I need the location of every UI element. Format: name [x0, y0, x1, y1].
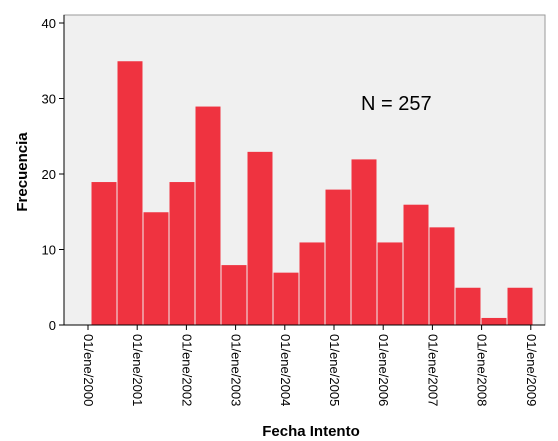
x-tick-label-2: 01/ene/2002	[179, 334, 194, 406]
bar-14	[454, 286, 482, 326]
y-tick-label-4: 40	[42, 16, 56, 31]
x-tick-label-1: 01/ene/2001	[130, 334, 145, 406]
bar-4	[194, 105, 222, 326]
bar-5	[220, 264, 248, 326]
y-axis-label: Frecuencia	[14, 132, 31, 212]
bar-0	[90, 181, 118, 326]
y-tick-label-1: 10	[42, 243, 56, 258]
x-tick-label-6: 01/ene/2006	[376, 334, 391, 406]
bar-8	[298, 241, 326, 326]
bar-15	[480, 316, 508, 326]
x-axis: 01/ene/2000 01/ene/2001 01/ene/2002 01/ene/…	[64, 324, 545, 406]
bar-10	[350, 158, 378, 326]
bar-6	[246, 150, 274, 326]
x-tick-label-7: 01/ene/2007	[425, 334, 440, 406]
bar-1	[116, 60, 144, 326]
x-tick-label-3: 01/ene/2003	[229, 334, 244, 406]
y-tick-label-2: 20	[42, 167, 56, 182]
n-annotation: N = 257	[361, 93, 432, 115]
bars-group	[90, 60, 534, 326]
bar-16	[506, 286, 534, 326]
bar-2	[142, 211, 170, 326]
bar-12	[402, 203, 430, 326]
bar-11	[376, 241, 404, 326]
bar-9	[324, 188, 352, 326]
x-tick-label-4: 01/ene/2004	[278, 334, 293, 406]
y-tick-label-0: 0	[49, 318, 56, 333]
bar-7	[272, 271, 300, 326]
x-tick-label-0: 01/ene/2000	[81, 334, 96, 406]
x-tick-label-5: 01/ene/2005	[327, 334, 342, 406]
y-axis: 0 10 20 30 40	[42, 15, 65, 333]
x-tick-label-9: 01/ene/2009	[524, 334, 539, 406]
bar-3	[168, 181, 196, 326]
x-axis-label: Fecha Intento	[262, 423, 360, 440]
bar-13	[428, 226, 456, 326]
y-tick-label-3: 30	[42, 92, 56, 107]
x-tick-label-8: 01/ene/2008	[475, 334, 490, 406]
